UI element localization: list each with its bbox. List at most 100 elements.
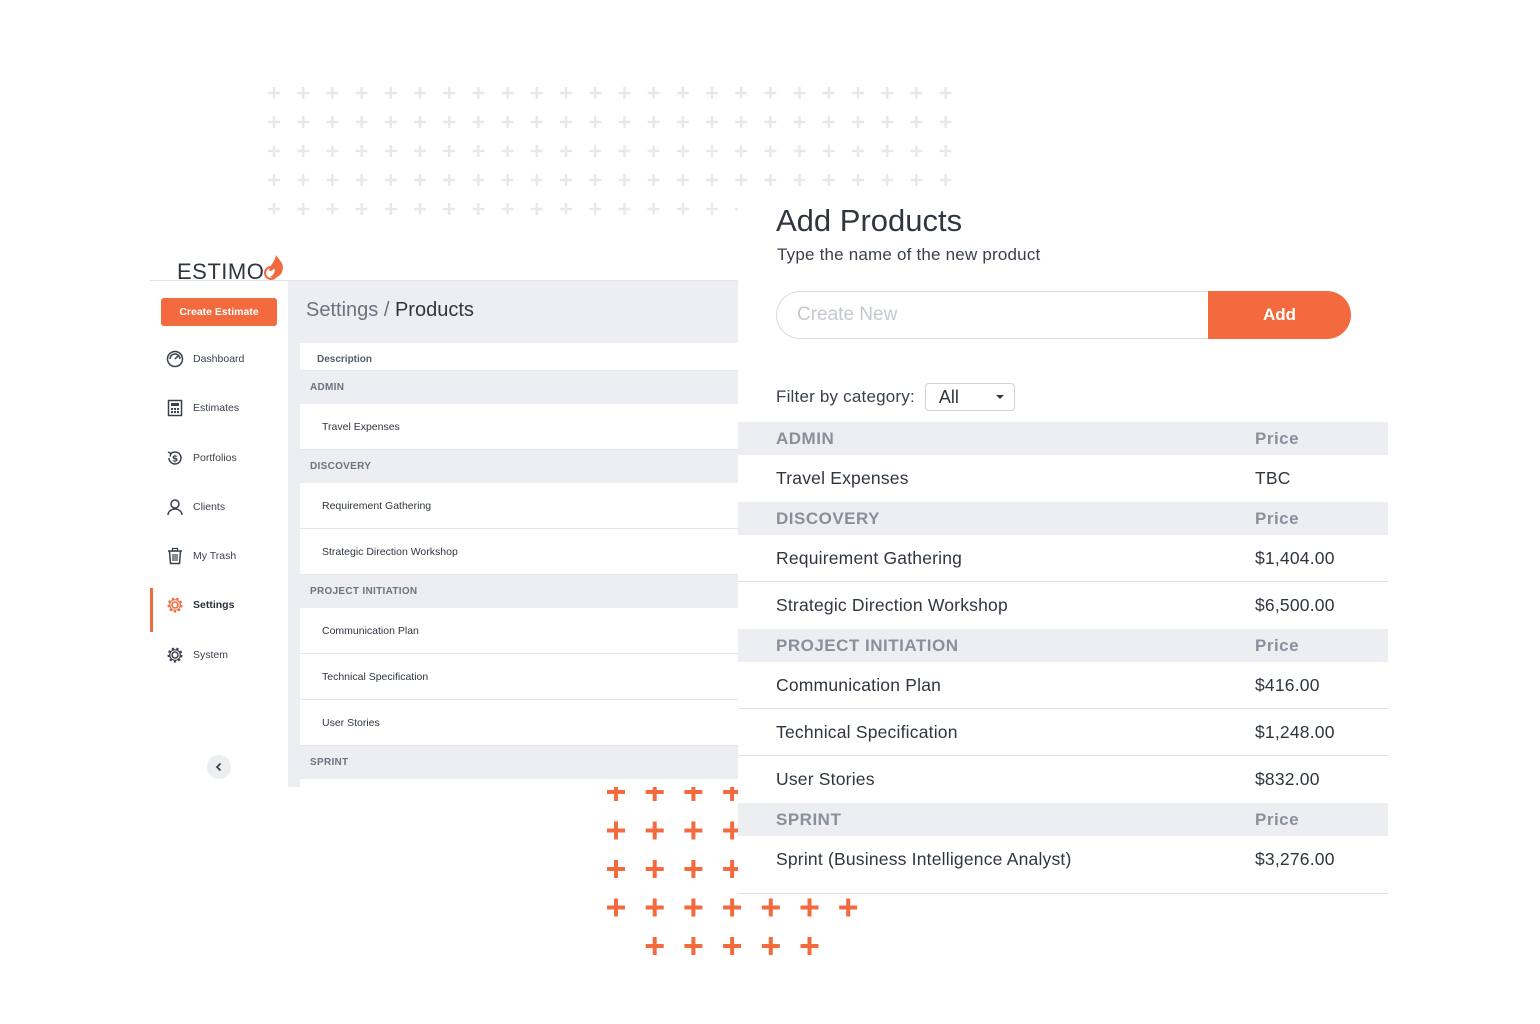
plus-mark <box>607 783 625 801</box>
plus-mark <box>530 116 543 128</box>
plus-mark <box>355 145 368 157</box>
product-name: Travel Expenses <box>776 468 909 488</box>
product-name: User Stories <box>776 769 875 789</box>
sidebar-item-label: My Trash <box>193 550 237 562</box>
plus-mark <box>326 203 339 215</box>
table-row[interactable]: Travel Expenses TBC <box>738 455 1388 502</box>
plus-mark <box>560 174 572 186</box>
plus-mark <box>443 203 456 215</box>
plus-mark <box>852 116 864 128</box>
table-row[interactable]: Communication Plan $416.00 <box>738 662 1388 709</box>
svg-text:$: $ <box>172 455 178 465</box>
filter-label: Filter by category: <box>776 387 915 406</box>
product-price: $416.00 <box>1255 674 1320 695</box>
plus-mark <box>297 116 310 128</box>
category-name: DISCOVERY <box>776 508 881 528</box>
table-row[interactable]: Travel Expenses <box>300 404 738 450</box>
plus-mark <box>645 860 664 878</box>
plus-mark <box>881 174 894 186</box>
plus-mark <box>607 898 625 917</box>
trash-icon <box>166 547 184 565</box>
table-row[interactable]: Communication Plan <box>300 608 738 654</box>
sidebar-item-my-trash[interactable]: My Trash <box>150 536 288 576</box>
table-row[interactable]: Technical Specification $1,248.00 <box>738 709 1388 756</box>
table-row[interactable]: User Stories $832.00 <box>738 756 1388 803</box>
plus-mark <box>326 145 339 157</box>
plus-mark <box>589 203 602 215</box>
breadcrumb-parent[interactable]: Settings <box>306 299 379 321</box>
table-row[interactable]: Technical Specification <box>300 654 738 700</box>
plus-mark <box>735 87 748 99</box>
price-table: ADMIN Price Travel Expenses TBC DISCOVER… <box>738 422 1388 894</box>
plus-mark <box>414 174 426 186</box>
table-row[interactable]: Strategic Direction Workshop <box>300 529 738 575</box>
sidebar-item-portfolios[interactable]: $ Portfolios <box>150 438 288 478</box>
plus-mark <box>676 87 689 99</box>
plus-mark <box>723 898 742 917</box>
sidebar-item-system[interactable]: System <box>150 635 288 675</box>
plus-mark <box>472 87 485 99</box>
plus-mark <box>472 174 485 186</box>
sidebar-item-clients[interactable]: Clients <box>150 487 288 527</box>
table-row[interactable]: Requirement Gathering <box>300 483 738 529</box>
category-row-discovery: DISCOVERY <box>300 450 738 483</box>
plus-mark <box>530 87 543 99</box>
sidebar-item-label: Clients <box>193 501 226 513</box>
plus-mark <box>268 174 280 186</box>
price-header: Price <box>1255 428 1300 448</box>
plus-mark <box>560 116 572 128</box>
product-name: Requirement Gathering <box>776 547 963 568</box>
plus-mark <box>297 203 310 215</box>
plus-mark <box>852 145 864 157</box>
decorative-plus-pattern <box>268 87 952 215</box>
plus-mark <box>645 821 664 840</box>
category-select[interactable]: All <box>924 383 1015 411</box>
sidebar-item-dashboard[interactable]: Dashboard <box>150 339 288 379</box>
gear-icon <box>166 646 184 664</box>
plus-mark <box>793 174 806 186</box>
sidebar-item-settings[interactable]: Settings <box>150 585 288 632</box>
plus-mark <box>647 145 660 157</box>
plus-mark <box>645 783 664 801</box>
plus-mark <box>530 145 543 157</box>
portfolio-icon: $ <box>166 449 184 467</box>
price-header: Price <box>1255 809 1300 829</box>
plus-mark <box>706 116 718 128</box>
table-row[interactable]: Sprint (Business Intelligence Analyst) $… <box>738 836 1388 883</box>
plus-mark <box>530 203 543 215</box>
create-estimate-button[interactable]: Create Estimate <box>161 298 277 326</box>
page-title: Add Products <box>776 203 963 238</box>
category-row-sprint: SPRINT Price <box>738 803 1388 836</box>
plus-mark <box>501 116 514 128</box>
plus-mark <box>706 87 718 99</box>
plus-mark <box>384 116 397 128</box>
sidebar-item-estimates[interactable]: Estimates <box>150 388 288 428</box>
user-icon <box>166 498 184 516</box>
plus-mark <box>645 898 664 917</box>
plus-mark <box>589 145 602 157</box>
plus-mark <box>297 174 310 186</box>
product-price: $1,404.00 <box>1255 547 1335 568</box>
add-button[interactable]: Add <box>1208 291 1351 339</box>
plus-mark <box>881 87 894 99</box>
plus-mark <box>268 145 280 157</box>
plus-mark <box>852 87 864 99</box>
plus-mark <box>618 116 631 128</box>
plus-mark <box>647 87 660 99</box>
table-row[interactable]: User Stories <box>300 700 738 746</box>
table-row[interactable]: Strategic Direction Workshop $6,500.00 <box>738 582 1388 629</box>
table-row[interactable]: Requirement Gathering $1,404.00 <box>738 535 1388 582</box>
plus-mark <box>761 898 780 917</box>
category-row-discovery: DISCOVERY Price <box>738 502 1388 535</box>
product-name: Technical Specification <box>776 721 958 742</box>
category-row-project-initiation: PROJECT INITIATION <box>300 575 738 608</box>
flame-icon <box>264 255 284 280</box>
plus-mark <box>607 860 625 878</box>
plus-mark <box>723 937 742 955</box>
collapse-sidebar-button[interactable] <box>207 755 231 779</box>
plus-mark <box>268 116 280 128</box>
category-row-admin: ADMIN Price <box>738 422 1388 455</box>
new-product-input[interactable] <box>776 291 1216 339</box>
plus-mark <box>501 174 514 186</box>
estimo-logo: ESTIMO <box>177 245 286 285</box>
